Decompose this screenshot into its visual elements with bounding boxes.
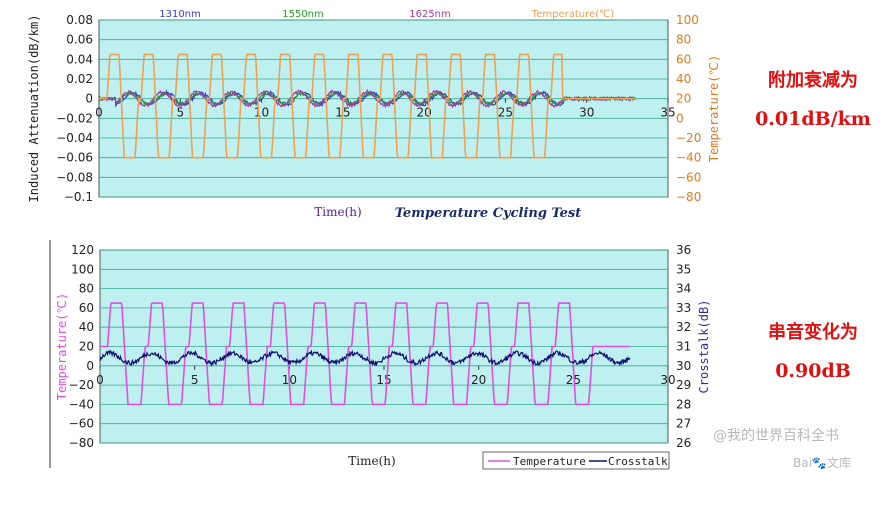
y-tick-label: 0.06: [66, 33, 93, 47]
y-right-tick-label: 35: [676, 262, 691, 276]
y-tick-label: 0.04: [66, 52, 93, 66]
legend-entry: 1625nm: [409, 9, 451, 20]
y-right-tick-label: 80: [676, 33, 691, 47]
y-tick-label: 80: [79, 282, 94, 296]
y-tick-label: 0: [86, 359, 94, 373]
x-axis-title: Time(h): [314, 205, 361, 219]
y-tick-label: 40: [79, 320, 94, 334]
y-right-tick-label: 26: [676, 436, 691, 450]
x-tick-label: 0: [96, 373, 104, 387]
y-right-tick-label: −80: [676, 190, 701, 204]
y-right-tick-label: 40: [676, 72, 691, 86]
x-tick-label: 15: [376, 373, 391, 387]
legend-box: [482, 451, 670, 470]
legend-entry: 1550nm: [282, 9, 324, 20]
y-right-tick-label: −20: [676, 131, 701, 145]
y-right-tick-label: 33: [676, 301, 691, 315]
y-tick-label: 60: [79, 301, 94, 315]
legend-entry: 1310nm: [159, 9, 201, 20]
chart-title: Temperature Cycling Test: [395, 206, 581, 221]
watermark-logo: Bai🐾文库: [793, 456, 851, 470]
attenuation-note-label: 附加衰减为: [768, 70, 858, 91]
x-tick-label: 5: [176, 106, 184, 120]
y-tick-label: −0.02: [56, 111, 93, 125]
y-right-tick-label: 28: [676, 397, 691, 411]
watermark-handle: @我的世界百科全书: [713, 428, 839, 444]
y-tick-label: 100: [71, 262, 94, 276]
y-tick-label: −0.04: [56, 131, 93, 145]
y-tick-label: −60: [69, 417, 94, 431]
x-tick-label: 30: [579, 106, 594, 120]
y-right-tick-label: 100: [676, 13, 699, 27]
x-tick-label: 5: [191, 373, 199, 387]
y-tick-label: −40: [69, 397, 94, 411]
legend: Temperature Crosstalk: [482, 451, 670, 470]
x-axis-title: Time(h): [348, 454, 395, 468]
x-tick-label: 20: [471, 373, 486, 387]
y-right-tick-label: −60: [676, 170, 701, 184]
y-tick-label: 120: [71, 243, 94, 257]
y-tick-label: −20: [69, 378, 94, 392]
x-tick-label: 25: [498, 106, 513, 120]
temperature-cycling-chart: 0.080.060.040.020−0.02−0.04−0.06−0.08−0.…: [27, 9, 721, 221]
y-right-tick-label: 60: [676, 52, 691, 66]
y-tick-label: 20: [79, 340, 94, 354]
legend-label-crosstalk: Crosstalk: [608, 455, 668, 468]
y-right-tick-label: 36: [676, 243, 691, 257]
attenuation-note: 附加衰减为 0.01dB/km: [738, 66, 888, 130]
crosstalk-note: 串音变化为 0.90dB: [738, 318, 888, 382]
y-right-tick-label: 31: [676, 340, 691, 354]
legend-label-temperature: Temperature: [513, 455, 586, 468]
y-right-tick-label: 27: [676, 417, 691, 431]
y-tick-label: −0.1: [64, 190, 93, 204]
plot-area: [98, 19, 669, 198]
crosstalk-chart: 120100806040200−20−40−60−803635343332313…: [49, 240, 711, 470]
y-tick-label: 0.02: [66, 72, 93, 86]
y-tick-label: −0.06: [56, 151, 93, 165]
y-tick-label: 0.08: [66, 13, 93, 27]
series-line-1625nm: [98, 88, 637, 109]
y-axis-title: Induced Attenuation(dB/km): [27, 15, 41, 203]
y-right-tick-label: 20: [676, 92, 691, 106]
x-tick-label: 10: [254, 106, 269, 120]
y-right-tick-label: 34: [676, 282, 691, 296]
x-tick-label: 30: [660, 373, 675, 387]
crosstalk-note-label: 串音变化为: [768, 322, 858, 343]
y-tick-label: 0: [85, 92, 93, 106]
series-line-temperature-: [99, 53, 636, 159]
y-right-axis-title: Crosstalk(dB): [697, 300, 711, 394]
x-tick-label: 20: [417, 106, 432, 120]
crosstalk-note-value: 0.90dB: [775, 360, 851, 382]
y-axis-title: Temperature(℃): [55, 293, 69, 400]
y-right-axis-title: Temperature(℃): [707, 55, 721, 162]
attenuation-note-value: 0.01dB/km: [755, 108, 871, 130]
series-line-1550nm: [98, 91, 636, 107]
series-line-temperature: [100, 302, 631, 406]
y-tick-label: −80: [69, 436, 94, 450]
legend-entry: Temperature(℃): [531, 9, 614, 20]
y-right-tick-label: 32: [676, 320, 691, 334]
y-right-tick-label: 29: [676, 378, 691, 392]
y-right-tick-label: −40: [676, 151, 701, 165]
y-right-tick-label: 0: [676, 111, 684, 125]
x-tick-label: 0: [95, 106, 103, 120]
y-tick-label: −0.08: [56, 170, 93, 184]
y-right-tick-label: 30: [676, 359, 691, 373]
series-line-crosstalk: [99, 349, 631, 367]
x-tick-label: 25: [566, 373, 581, 387]
x-tick-label: 35: [660, 106, 675, 120]
